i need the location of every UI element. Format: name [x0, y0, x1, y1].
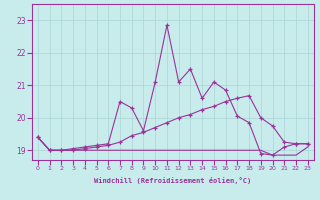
X-axis label: Windchill (Refroidissement éolien,°C): Windchill (Refroidissement éolien,°C): [94, 177, 252, 184]
